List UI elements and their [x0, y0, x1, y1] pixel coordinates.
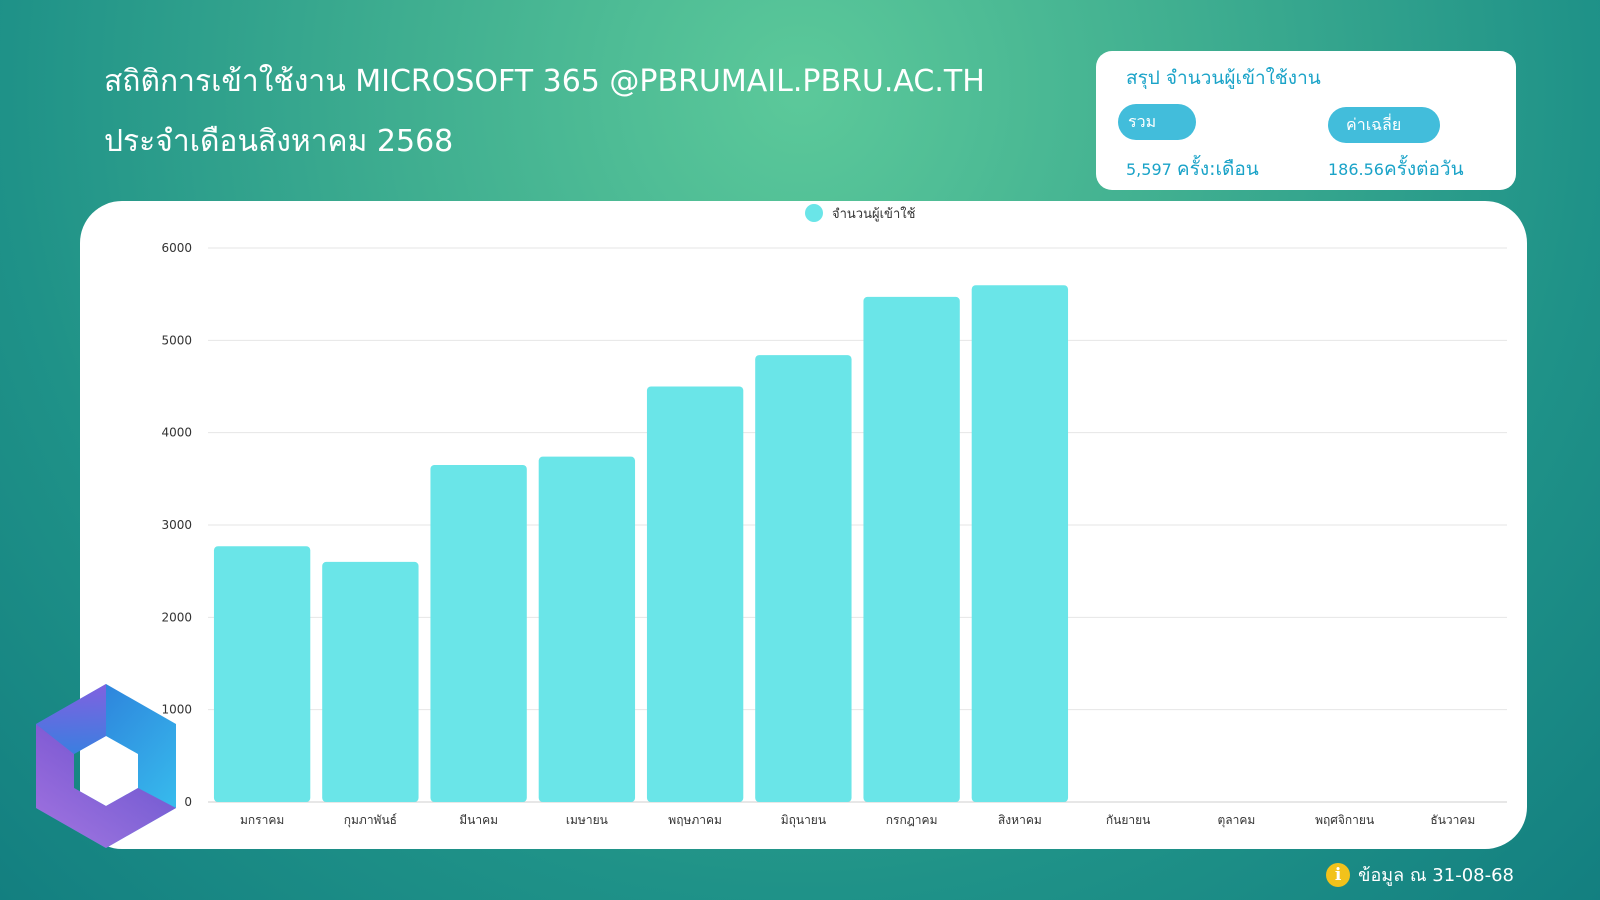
- summary-card: สรุป จำนวนผู้เข้าใช้งาน รวม ค่าเฉลี่ย 5,…: [1096, 51, 1516, 190]
- x-tick-label: กันยายน: [1106, 813, 1150, 827]
- data-date-text: ข้อมูล ณ 31-08-68: [1358, 865, 1514, 886]
- x-tick-label: มีนาคม: [459, 813, 498, 827]
- info-icon: i: [1326, 862, 1351, 887]
- summary-heading: สรุป จำนวนผู้เข้าใช้งาน: [1126, 67, 1321, 89]
- title-line-1: สถิติการเข้าใช้งาน MICROSOFT 365 @PBRUMA…: [104, 64, 985, 99]
- bar: [755, 355, 852, 802]
- x-tick-label: มิถุนายน: [781, 813, 826, 828]
- legend-label: จำนวนผู้เข้าใช้: [832, 206, 916, 222]
- bar: [863, 296, 960, 802]
- bar: [213, 546, 311, 802]
- average-unit: ครั้งต่อวัน: [1383, 158, 1464, 180]
- total-value: 5,597 ครั้ง:เดือน: [1126, 154, 1259, 184]
- x-tick-label: ธันวาคม: [1430, 813, 1475, 827]
- microsoft-365-logo: [36, 684, 176, 848]
- x-tick-label: กุมภาพันธ์: [344, 813, 397, 828]
- y-tick-label: 3000: [161, 518, 192, 532]
- x-tick-label: สิงหาคม: [998, 813, 1042, 827]
- y-tick-label: 0: [184, 795, 192, 809]
- y-tick-label: 6000: [161, 241, 192, 255]
- legend-swatch: [805, 204, 823, 222]
- bar: [646, 386, 744, 802]
- total-unit: ครั้ง:เดือน: [1176, 158, 1259, 180]
- y-tick-label: 1000: [161, 703, 192, 717]
- y-tick-label: 2000: [161, 610, 192, 624]
- x-tick-label: กรกฎาคม: [886, 813, 938, 827]
- bar: [538, 456, 636, 802]
- bar: [430, 464, 527, 802]
- total-number: 5,597: [1126, 160, 1172, 179]
- average-value: 186.56ครั้งต่อวัน: [1328, 154, 1464, 184]
- x-tick-label: พฤศจิกายน: [1315, 813, 1374, 827]
- bar: [971, 285, 1069, 802]
- average-badge: ค่าเฉลี่ย: [1328, 107, 1440, 143]
- x-tick-label: เมษายน: [566, 813, 608, 827]
- average-number: 186.56: [1328, 160, 1384, 179]
- x-tick-label: มกราคม: [240, 813, 284, 827]
- data-date-note: i ข้อมูล ณ 31-08-68: [1326, 860, 1514, 889]
- page-title: สถิติการเข้าใช้งาน MICROSOFT 365 @PBRUMA…: [104, 52, 985, 172]
- total-badge: รวม: [1118, 104, 1196, 140]
- y-tick-label: 5000: [161, 333, 192, 347]
- y-tick-label: 4000: [161, 426, 192, 440]
- bar: [322, 561, 419, 802]
- x-tick-label: พฤษภาคม: [668, 813, 722, 827]
- x-tick-label: ตุลาคม: [1217, 813, 1255, 828]
- title-line-2: ประจำเดือนสิงหาคม 2568: [104, 124, 454, 159]
- chart-card: 0 1000 2000 3000 4000 5000 6000 มกราคม กุมภาพันธ…: [80, 201, 1527, 849]
- bar-chart: 0 1000 2000 3000 4000 5000 6000 มกราคม กุมภาพันธ…: [161, 204, 1507, 828]
